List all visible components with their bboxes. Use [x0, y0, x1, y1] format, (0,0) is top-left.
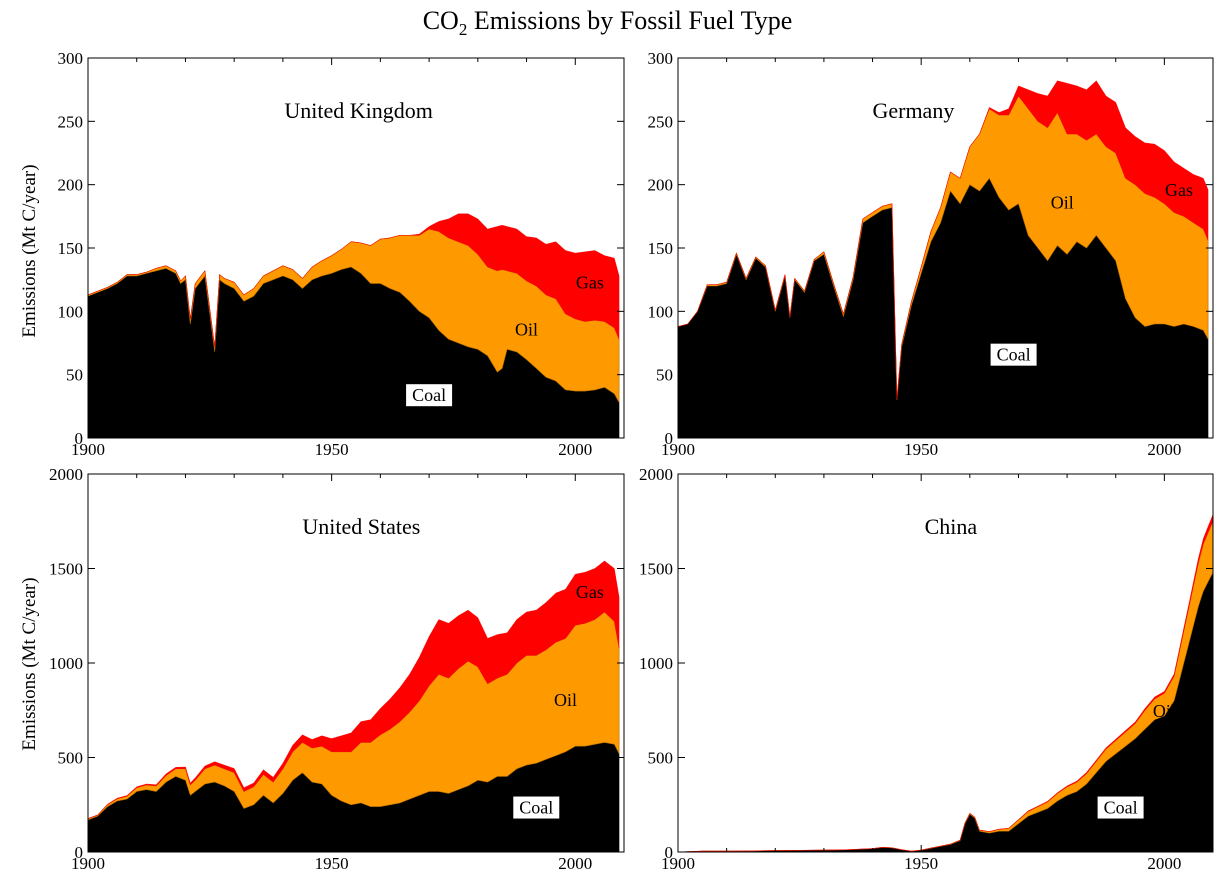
figure-title: CO2 Emissions by Fossil Fuel Type	[422, 6, 793, 40]
y-tick-label: 250	[58, 112, 84, 131]
y-tick-label: 200	[58, 176, 84, 195]
x-tick-label: 1950	[315, 440, 349, 459]
series-label-gas: Gas	[576, 272, 604, 292]
x-tick-label: 1900	[71, 440, 105, 459]
label-box	[406, 384, 453, 407]
series-label-oil: Oil	[515, 319, 538, 339]
y-tick-label: 150	[58, 239, 84, 258]
panel-title: United Kingdom	[284, 98, 433, 123]
y-tick-label: 0	[75, 429, 84, 448]
area-gas	[87, 213, 620, 347]
y-tick-label: 50	[66, 366, 83, 385]
x-tick-label: 2000	[558, 440, 592, 459]
series-label-coal: Coal	[412, 385, 446, 405]
y-tick-label: 300	[58, 49, 84, 68]
y-tick-label: 100	[58, 302, 84, 321]
